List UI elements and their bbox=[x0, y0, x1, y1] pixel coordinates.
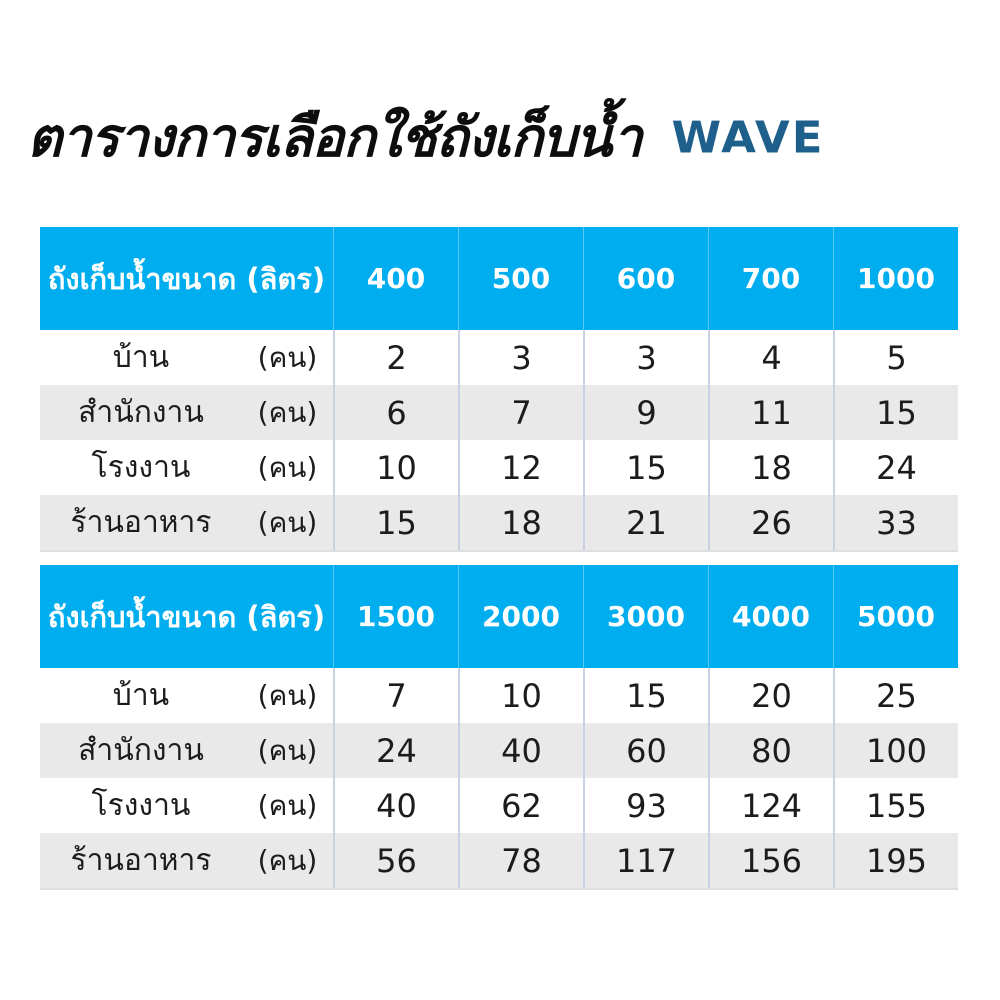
value-cell: 15 bbox=[833, 385, 958, 440]
value-cell: 25 bbox=[833, 668, 958, 723]
value-cell: 6 bbox=[333, 385, 458, 440]
table-header-row: ถังเก็บน้ำขนาด (ลิตร) 400 500 600 700 1000 bbox=[40, 227, 958, 330]
header-size-value: 600 bbox=[583, 227, 708, 330]
table-row: บ้าน (คน) 7 10 15 20 25 bbox=[40, 668, 958, 723]
value-cell: 15 bbox=[583, 668, 708, 723]
tank-table-small-sizes: ถังเก็บน้ำขนาด (ลิตร) 400 500 600 700 1000 บ้า… bbox=[40, 227, 958, 552]
table-row: โรงงาน (คน) 10 12 15 18 24 bbox=[40, 440, 958, 495]
value-cell: 80 bbox=[708, 723, 833, 778]
value-cell: 18 bbox=[708, 440, 833, 495]
header-size-value: 1500 bbox=[333, 565, 458, 668]
value-cell: 3 bbox=[583, 330, 708, 385]
table-row: สำนักงาน (คน) 6 7 9 11 15 bbox=[40, 385, 958, 440]
value-cell: 7 bbox=[333, 668, 458, 723]
header-size-value: 700 bbox=[708, 227, 833, 330]
header-size-value: 2000 bbox=[458, 565, 583, 668]
value-cell: 9 bbox=[583, 385, 708, 440]
value-cell: 124 bbox=[708, 778, 833, 833]
value-cell: 60 bbox=[583, 723, 708, 778]
row-label-cell: ร้านอาหาร (คน) bbox=[40, 833, 333, 888]
value-cell: 155 bbox=[833, 778, 958, 833]
header-size-label: ถังเก็บน้ำขนาด (ลิตร) bbox=[47, 599, 326, 634]
header-size-value: 4000 bbox=[708, 565, 833, 668]
wave-logo: WAVE bbox=[671, 111, 825, 163]
value-cell: 21 bbox=[583, 495, 708, 550]
value-cell: 40 bbox=[333, 778, 458, 833]
table-row: บ้าน (คน) 2 3 3 4 5 bbox=[40, 330, 958, 385]
value-cell: 12 bbox=[458, 440, 583, 495]
value-cell: 24 bbox=[833, 440, 958, 495]
value-cell: 15 bbox=[583, 440, 708, 495]
value-cell: 10 bbox=[458, 668, 583, 723]
tank-table-large-sizes: ถังเก็บน้ำขนาด (ลิตร) 1500 2000 3000 4000 500… bbox=[40, 565, 958, 890]
row-label-cell: สำนักงาน (คน) bbox=[40, 385, 333, 440]
value-cell: 56 bbox=[333, 833, 458, 888]
header-size-value: 400 bbox=[333, 227, 458, 330]
header-size-value: 3000 bbox=[583, 565, 708, 668]
row-place-name: สำนักงาน bbox=[78, 733, 204, 768]
header-size-label: ถังเก็บน้ำขนาด (ลิตร) bbox=[47, 261, 326, 296]
value-cell: 4 bbox=[708, 330, 833, 385]
row-unit-label: (คน) bbox=[257, 505, 318, 539]
value-cell: 2 bbox=[333, 330, 458, 385]
value-cell: 10 bbox=[333, 440, 458, 495]
value-cell: 93 bbox=[583, 778, 708, 833]
row-place-name: โรงงาน bbox=[91, 788, 191, 823]
page-title: ตารางการเลือกใช้ถังเก็บน้ำ bbox=[27, 106, 643, 169]
row-place-name: บ้าน bbox=[112, 678, 170, 713]
value-cell: 156 bbox=[708, 833, 833, 888]
row-place-name: บ้าน bbox=[112, 340, 170, 375]
value-cell: 18 bbox=[458, 495, 583, 550]
value-cell: 3 bbox=[458, 330, 583, 385]
value-cell: 78 bbox=[458, 833, 583, 888]
value-cell: 5 bbox=[833, 330, 958, 385]
row-unit-label: (คน) bbox=[257, 450, 318, 484]
row-label-cell: บ้าน (คน) bbox=[40, 668, 333, 723]
header-size-value: 5000 bbox=[833, 565, 958, 668]
value-cell: 26 bbox=[708, 495, 833, 550]
row-unit-label: (คน) bbox=[257, 395, 318, 429]
row-place-name: โรงงาน bbox=[91, 450, 191, 485]
header-size-value: 1000 bbox=[833, 227, 958, 330]
row-unit-label: (คน) bbox=[257, 733, 318, 767]
row-unit-label: (คน) bbox=[257, 678, 318, 712]
table-row: ร้านอาหาร (คน) 15 18 21 26 33 bbox=[40, 495, 958, 552]
row-label-cell: ร้านอาหาร (คน) bbox=[40, 495, 333, 550]
value-cell: 117 bbox=[583, 833, 708, 888]
row-place-name: ร้านอาหาร bbox=[70, 843, 212, 878]
value-cell: 7 bbox=[458, 385, 583, 440]
row-unit-label: (คน) bbox=[257, 340, 318, 374]
value-cell: 20 bbox=[708, 668, 833, 723]
value-cell: 15 bbox=[333, 495, 458, 550]
row-unit-label: (คน) bbox=[257, 788, 318, 822]
row-label-cell: บ้าน (คน) bbox=[40, 330, 333, 385]
table-row: สำนักงาน (คน) 24 40 60 80 100 bbox=[40, 723, 958, 778]
value-cell: 33 bbox=[833, 495, 958, 550]
row-label-cell: สำนักงาน (คน) bbox=[40, 723, 333, 778]
row-label-cell: โรงงาน (คน) bbox=[40, 440, 333, 495]
value-cell: 11 bbox=[708, 385, 833, 440]
row-place-name: สำนักงาน bbox=[78, 395, 204, 430]
page-header: ตารางการเลือกใช้ถังเก็บน้ำ WAVE bbox=[27, 98, 825, 176]
value-cell: 195 bbox=[833, 833, 958, 888]
table-row: โรงงาน (คน) 40 62 93 124 155 bbox=[40, 778, 958, 833]
row-place-name: ร้านอาหาร bbox=[70, 505, 212, 540]
row-unit-label: (คน) bbox=[257, 843, 318, 877]
value-cell: 24 bbox=[333, 723, 458, 778]
table-row: ร้านอาหาร (คน) 56 78 117 156 195 bbox=[40, 833, 958, 890]
value-cell: 100 bbox=[833, 723, 958, 778]
table-header-row: ถังเก็บน้ำขนาด (ลิตร) 1500 2000 3000 4000 500… bbox=[40, 565, 958, 668]
value-cell: 40 bbox=[458, 723, 583, 778]
header-size-value: 500 bbox=[458, 227, 583, 330]
value-cell: 62 bbox=[458, 778, 583, 833]
row-label-cell: โรงงาน (คน) bbox=[40, 778, 333, 833]
